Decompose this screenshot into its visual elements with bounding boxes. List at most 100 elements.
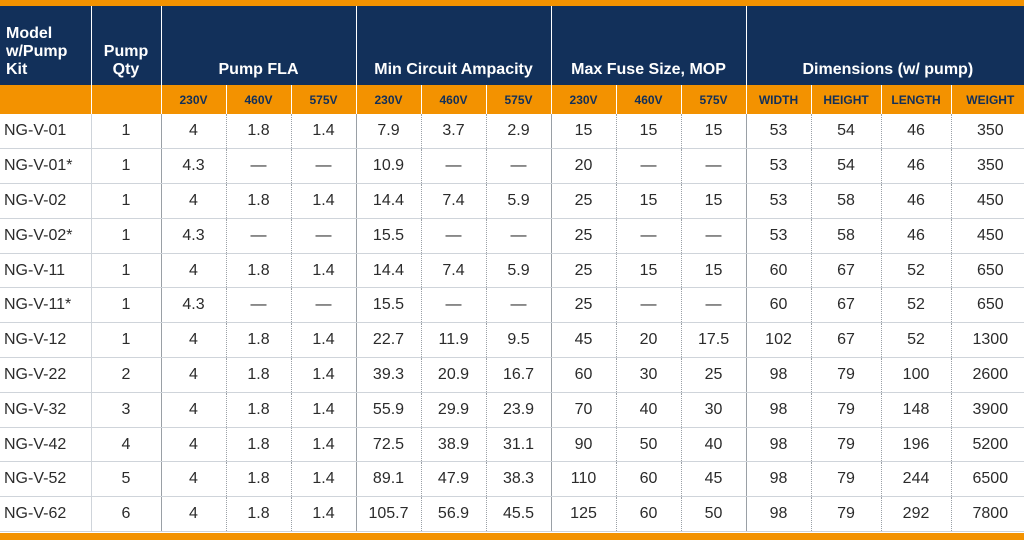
model-cell: NG-V-01* [0,148,91,185]
value-cell: 15 [615,253,682,289]
table-row: NG-V-12 1 4 1.8 1.4 22.7 11.9 9.5 45 20 17.5 102 67 5… [0,322,1024,359]
qty-cell: 3 [90,392,161,428]
qty-cell: 1 [90,322,161,359]
value-cell: 29.9 [420,392,486,428]
value-cell: 3900 [950,392,1024,428]
value-cell: 16.7 [485,357,552,393]
value-cell: 650 [950,287,1024,324]
value-cell: 244 [880,461,952,498]
top-accent-bar [0,0,1024,6]
qty-cell: 5 [90,461,161,498]
value-cell: 1.8 [225,461,291,498]
value-cell: 1.4 [290,461,356,498]
value-cell: — [420,287,486,324]
value-cell: — [615,148,682,185]
value-cell: 46 [880,218,952,254]
header-row-sub: 230V 460V 575V 230V 460V 575V 230V 460V … [0,85,1024,114]
table-row: NG-V-02* 1 4.3— —15.5— —25— —53 58 46 450 [0,218,1024,254]
value-cell: 60 [745,287,812,324]
sub-header-cell: 230V [550,85,617,114]
sub-header-cell: 230V [160,85,226,114]
value-cell: 17.5 [680,322,747,359]
value-cell: — [680,218,747,254]
value-cell: — [615,287,682,324]
value-cell: 4 [160,427,226,463]
value-cell: 52 [880,253,952,289]
value-cell: 67 [810,253,882,289]
table-row: NG-V-62 6 4 1.8 1.4 105.7 56.9 45.5 125 60 50 98 79 2… [0,496,1024,533]
sub-header-cell: LENGTH [880,85,952,114]
value-cell: 1.8 [225,322,291,359]
value-cell: 79 [810,392,882,428]
value-cell: 52 [880,287,952,324]
value-cell: — [290,148,356,185]
value-cell: 72.5 [355,427,421,463]
sub-header-cell: HEIGHT [810,85,882,114]
model-cell: NG-V-62 [0,496,91,533]
sub-header-cell: WEIGHT [950,85,1024,114]
value-cell: 7.4 [420,183,486,219]
value-cell: 25 [550,287,617,324]
value-cell: — [290,287,356,324]
value-cell: 9.5 [485,322,552,359]
value-cell: 25 [680,357,747,393]
model-cell: NG-V-02* [0,218,91,254]
value-cell: 5.9 [485,253,552,289]
value-cell: 58 [810,183,882,219]
group-header-dimensions: Dimensions (w/ pump) [745,6,1024,85]
value-cell: 40 [680,427,747,463]
value-cell: 40 [615,392,682,428]
sub-header-blank [90,85,161,114]
value-cell: 54 [810,114,882,150]
value-cell: 53 [745,183,812,219]
value-cell: 100 [880,357,952,393]
value-cell: 4 [160,114,226,150]
value-cell: 50 [615,427,682,463]
value-cell: 67 [810,287,882,324]
value-cell: — [225,287,291,324]
value-cell: 7800 [950,496,1024,533]
qty-cell: 1 [90,148,161,185]
qty-cell: 2 [90,357,161,393]
group-header-pump-fla: Pump FLA [160,6,356,85]
header-row-main: Model w/Pump Kit Pump Qty Pump FLA Min C… [0,6,1024,85]
value-cell: 53 [745,218,812,254]
value-cell: 1.4 [290,183,356,219]
value-cell: 70 [550,392,617,428]
value-cell: 38.9 [420,427,486,463]
value-cell: 30 [680,392,747,428]
value-cell: 14.4 [355,253,421,289]
value-cell: 450 [950,218,1024,254]
group-header-max-fuse-size: Max Fuse Size, MOP [550,6,747,85]
qty-cell: 1 [90,183,161,219]
value-cell: 15 [680,253,747,289]
value-cell: 15 [550,114,617,150]
value-cell: 45 [680,461,747,498]
model-cell: NG-V-11* [0,287,91,324]
value-cell: — [290,218,356,254]
sub-header-cell: 575V [485,85,552,114]
value-cell: — [615,218,682,254]
value-cell: 15.5 [355,218,421,254]
value-cell: 2600 [950,357,1024,393]
value-cell: — [680,148,747,185]
value-cell: 1.4 [290,322,356,359]
value-cell: 7.9 [355,114,421,150]
value-cell: 196 [880,427,952,463]
value-cell: 79 [810,496,882,533]
value-cell: 45.5 [485,496,552,533]
value-cell: 4 [160,461,226,498]
value-cell: 1.4 [290,427,356,463]
table-row: NG-V-42 4 4 1.8 1.4 72.5 38.9 31.1 90 50 40 98 79 196… [0,427,1024,463]
value-cell: 4 [160,392,226,428]
value-cell: 1.8 [225,253,291,289]
value-cell: 98 [745,461,812,498]
table-row: NG-V-32 3 4 1.8 1.4 55.9 29.9 23.9 70 40 30 98 79 148… [0,392,1024,428]
qty-cell: 1 [90,287,161,324]
value-cell: 45 [550,322,617,359]
value-cell: 350 [950,114,1024,150]
qty-cell: 4 [90,427,161,463]
value-cell: 4 [160,322,226,359]
sub-header-cell: 460V [225,85,291,114]
